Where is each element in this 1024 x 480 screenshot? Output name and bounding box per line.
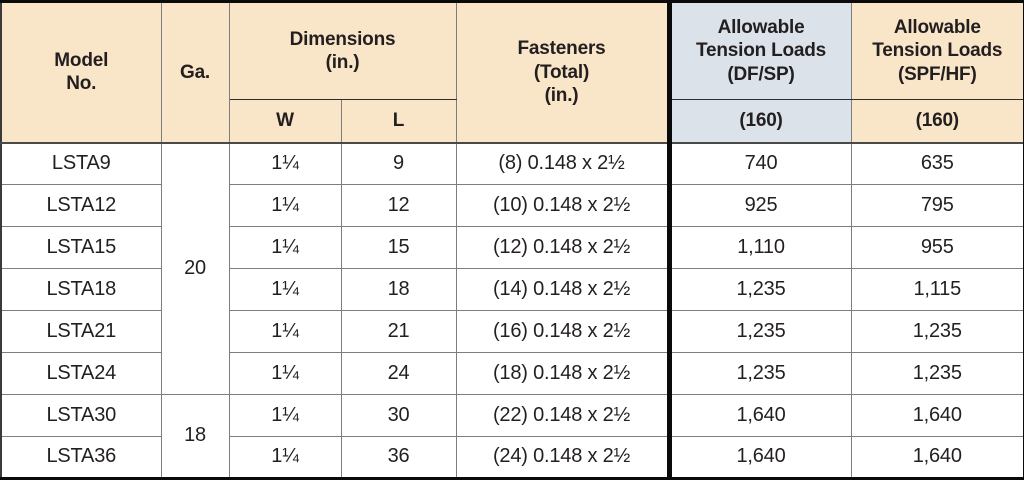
fasteners-cell: (18) 0.148 x 2½ (455, 352, 670, 395)
width-cell: 1¼ (228, 310, 342, 353)
load-df-sp-cell: 1,235 (666, 268, 852, 311)
ga-cell-group-20: 20 (160, 142, 230, 395)
load-spf-hf-cell: 1,115 (850, 268, 1024, 311)
table-row-lsta12: LSTA12 1¼ 12 (10) 0.148 x 2½ 925 795 (0, 184, 1024, 227)
load-spf-hf-cell: 955 (850, 226, 1024, 269)
col-header-fasteners: Fasteners (Total) (in.) (455, 1, 670, 144)
load-df-sp-cell: 1,640 (666, 394, 852, 437)
table-row-lsta15: LSTA15 1¼ 15 (12) 0.148 x 2½ 1,110 955 (0, 226, 1024, 269)
table-row-lsta9: LSTA9 20 1¼ 9 (8) 0.148 x 2½ 740 635 (0, 142, 1024, 395)
model-cell: LSTA15 (0, 226, 162, 269)
load-spf-hf-cell: 635 (850, 142, 1024, 185)
model-cell: LSTA24 (0, 352, 162, 395)
col-header-l: L (340, 99, 457, 144)
load-df-sp-cell: 925 (666, 184, 852, 227)
fasteners-cell: (8) 0.148 x 2½ (455, 142, 670, 185)
load-df-sp-cell: 1,110 (666, 226, 852, 269)
fasteners-cell: (16) 0.148 x 2½ (455, 310, 670, 353)
col-header-allowable-spf-hf: Allowable Tension Loads (SPF/HF) (850, 1, 1024, 100)
col-header-allowable-df-sp: Allowable Tension Loads (DF/SP) (666, 1, 852, 100)
width-cell: 1¼ (228, 184, 342, 227)
model-cell: LSTA21 (0, 310, 162, 353)
table-row-lsta24: LSTA24 1¼ 24 (18) 0.148 x 2½ 1,235 1,235 (0, 352, 1024, 395)
load-spf-hf-cell: 1,640 (850, 394, 1024, 437)
fasteners-cell: (24) 0.148 x 2½ (455, 436, 670, 479)
model-cell: LSTA9 (0, 142, 162, 185)
length-cell: 36 (340, 436, 457, 479)
fasteners-cell: (10) 0.148 x 2½ (455, 184, 670, 227)
model-cell: LSTA36 (0, 436, 162, 479)
length-cell: 18 (340, 268, 457, 311)
length-cell: 9 (340, 142, 457, 185)
table-row-lsta21: LSTA21 1¼ 21 (16) 0.148 x 2½ 1,235 1,235 (0, 310, 1024, 353)
width-cell: 1¼ (228, 394, 342, 437)
fasteners-cell: (14) 0.148 x 2½ (455, 268, 670, 311)
load-spf-hf-cell: 1,235 (850, 352, 1024, 395)
load-spf-hf-cell: 1,235 (850, 310, 1024, 353)
load-spf-hf-cell: 1,640 (850, 436, 1024, 479)
col-header-load-duration-df: (160) (666, 99, 852, 144)
table-row-lsta18: LSTA18 1¼ 18 (14) 0.148 x 2½ 1,235 1,115 (0, 268, 1024, 311)
model-cell: LSTA30 (0, 394, 162, 437)
table-row-lsta30: LSTA30 18 1¼ 30 (22) 0.148 x 2½ 1,640 1,… (0, 394, 1024, 479)
load-df-sp-cell: 1,235 (666, 352, 852, 395)
fasteners-cell: (12) 0.148 x 2½ (455, 226, 670, 269)
header-row-sub: W L (160) (160) (1, 99, 1024, 144)
length-cell: 24 (340, 352, 457, 395)
width-cell: 1¼ (228, 142, 342, 185)
width-cell: 1¼ (228, 352, 342, 395)
model-cell: LSTA12 (0, 184, 162, 227)
length-cell: 21 (340, 310, 457, 353)
width-cell: 1¼ (228, 268, 342, 311)
load-df-sp-cell: 1,235 (666, 310, 852, 353)
load-df-sp-cell: 740 (666, 142, 852, 185)
col-header-dimensions: Dimensions (in.) (228, 1, 457, 100)
width-cell: 1¼ (228, 226, 342, 269)
table-row-lsta36: LSTA36 1¼ 36 (24) 0.148 x 2½ 1,640 1,640 (0, 436, 1024, 479)
col-header-ga: Ga. (160, 1, 230, 144)
col-header-model-no: Model No. (0, 1, 162, 144)
model-cell: LSTA18 (0, 268, 162, 311)
fasteners-cell: (22) 0.148 x 2½ (455, 394, 670, 437)
load-spf-hf-cell: 795 (850, 184, 1024, 227)
length-cell: 15 (340, 226, 457, 269)
length-cell: 12 (340, 184, 457, 227)
width-cell: 1¼ (228, 436, 342, 479)
load-df-sp-cell: 1,640 (666, 436, 852, 479)
col-header-load-duration-spf: (160) (850, 99, 1024, 144)
ga-cell-group-18: 18 (160, 394, 230, 479)
col-header-w: W (228, 99, 342, 144)
length-cell: 30 (340, 394, 457, 437)
header-row-main: Model No. Ga. Dimensions (in.) Fasteners… (0, 1, 1024, 144)
